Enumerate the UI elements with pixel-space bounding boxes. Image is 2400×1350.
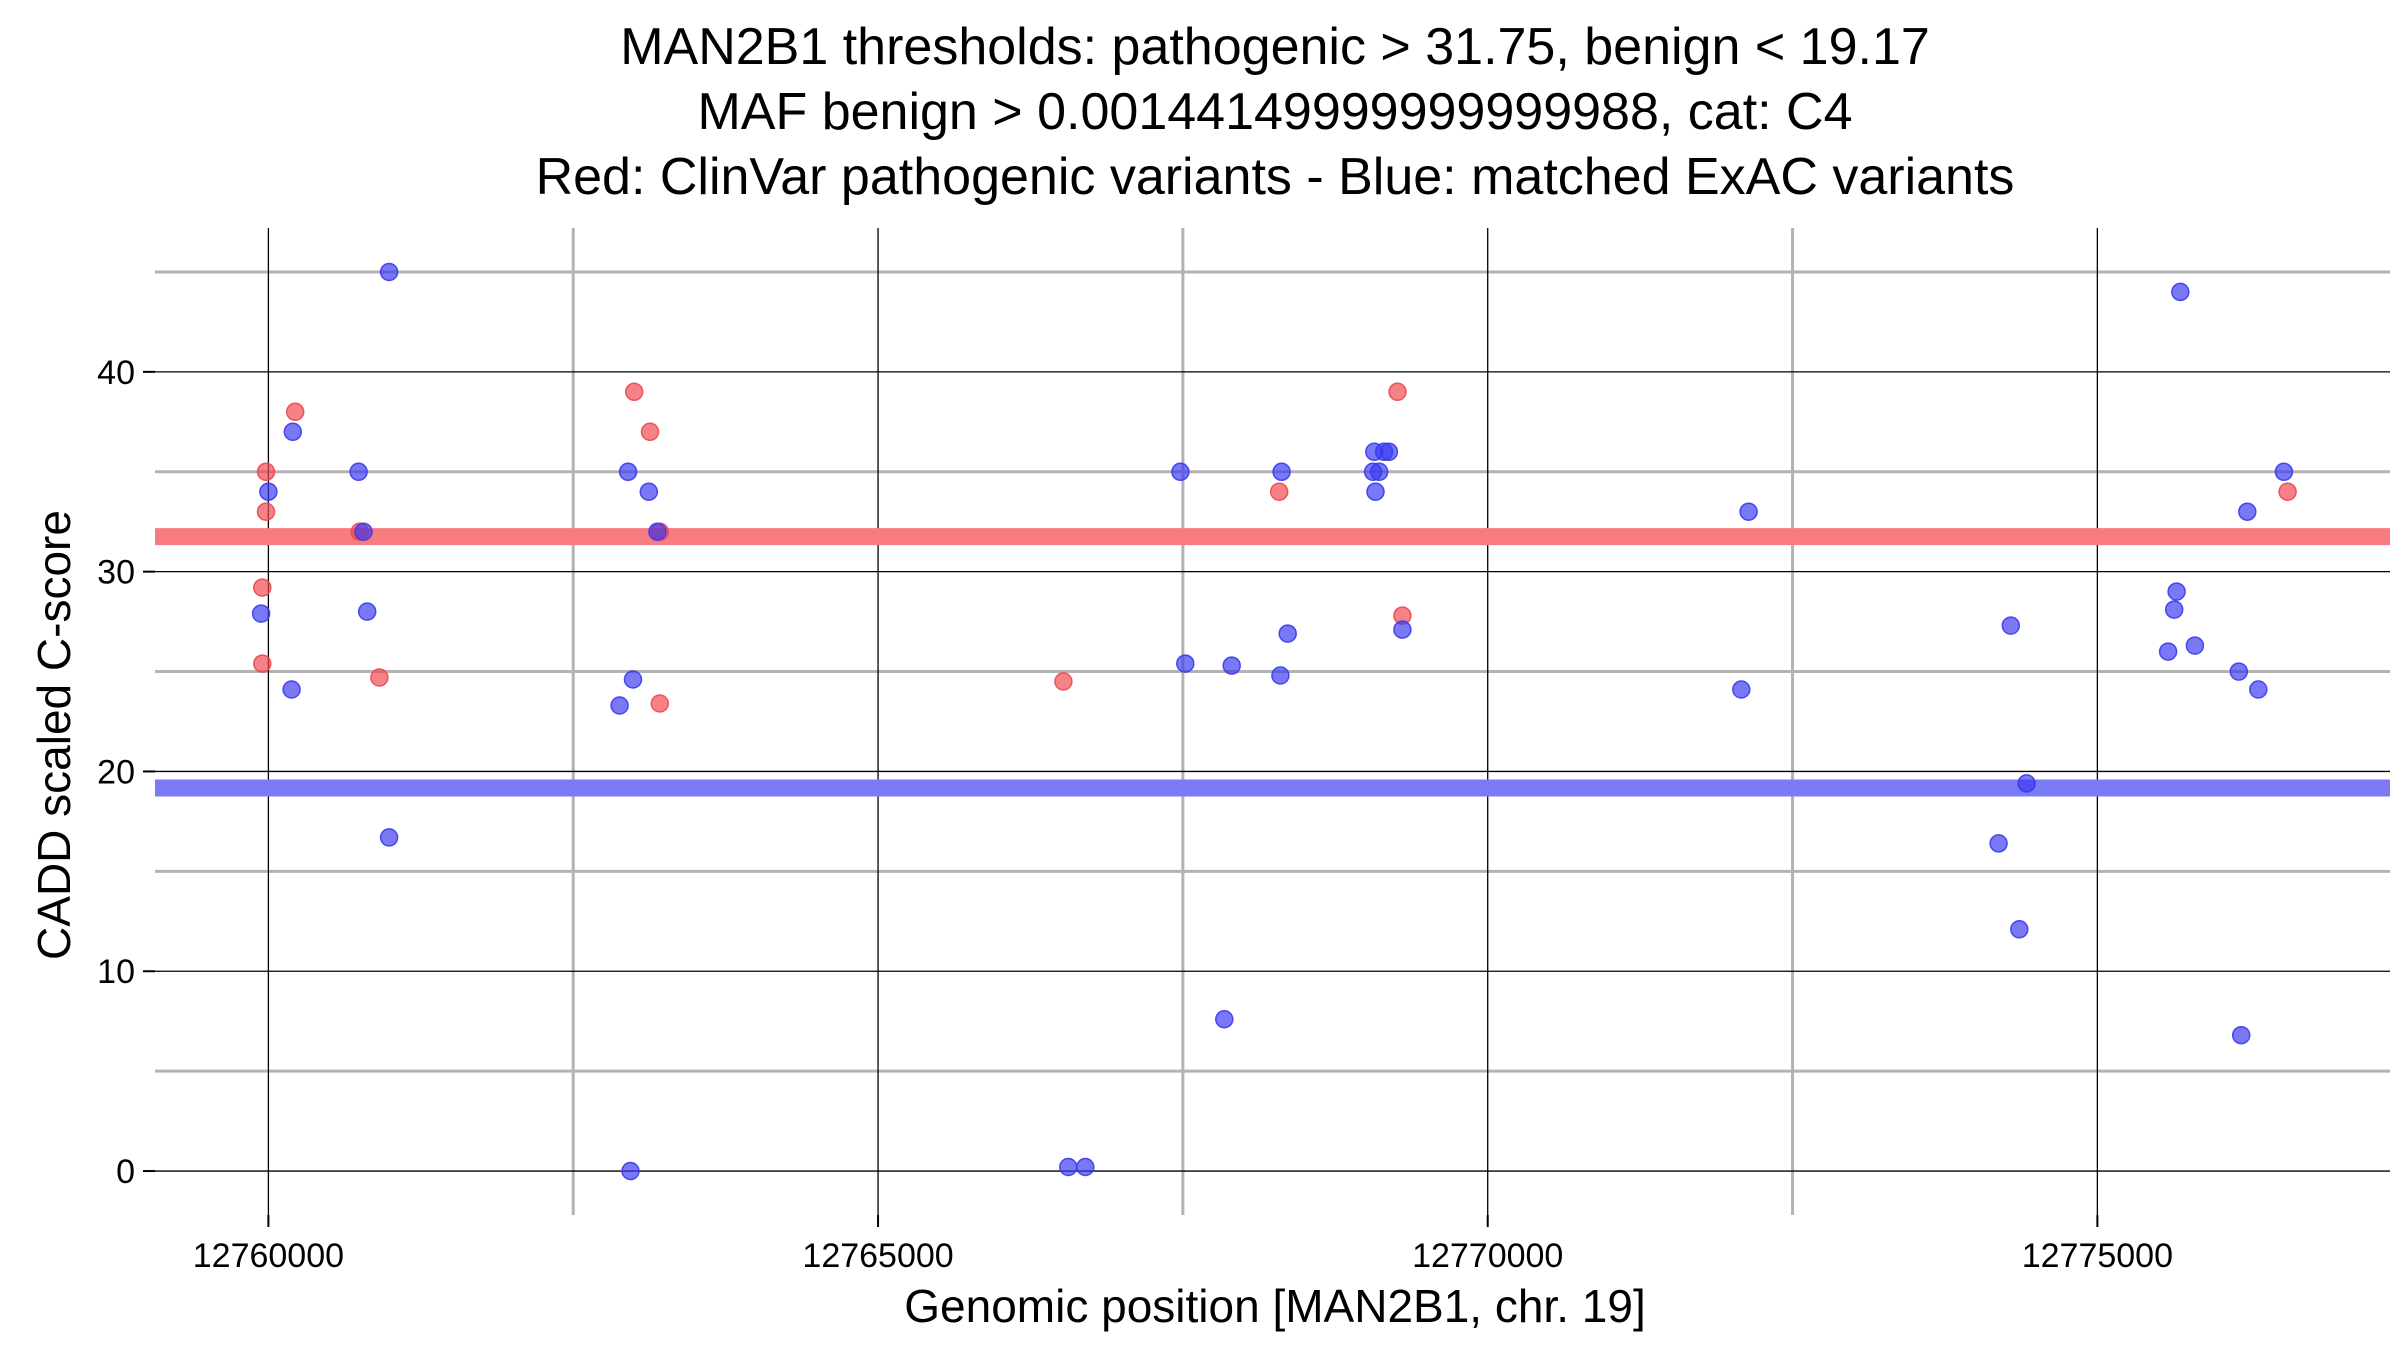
data-point-exac — [1272, 462, 1291, 482]
data-point-exac — [1369, 462, 1389, 482]
data-point-exac — [610, 696, 629, 715]
x-tick-label: 12770000 — [1412, 1237, 1563, 1275]
data-point-exac — [2164, 600, 2184, 619]
data-point-clinvar — [650, 694, 670, 713]
data-point-exac — [1222, 656, 1241, 675]
data-point-exac — [2229, 662, 2249, 681]
axis-ticks: 0 10 20 30 40 12760000 12765000 12770000 1277500… — [97, 354, 2173, 1275]
data-point-exac — [2238, 502, 2257, 521]
data-point-exac — [282, 680, 301, 699]
data-point-exac — [623, 670, 643, 689]
data-point-exac — [1739, 502, 1758, 521]
data-point-exac — [639, 482, 659, 501]
data-point-clinvar — [253, 654, 272, 673]
data-point-clinvar — [2278, 482, 2297, 501]
data-point-clinvar — [624, 382, 644, 402]
data-point-exac — [1059, 1157, 1078, 1177]
data-point-exac — [2171, 282, 2190, 302]
data-point-clinvar — [1269, 482, 1289, 501]
y-tick-label: 10 — [97, 953, 135, 991]
data-point-exac — [2167, 582, 2186, 601]
data-point-exac — [1379, 442, 1399, 462]
data-point-exac — [349, 462, 368, 482]
data-point-exac — [2017, 774, 2036, 793]
x-tick-label: 12775000 — [2022, 1237, 2173, 1275]
data-point-exac — [379, 828, 399, 847]
data-point-exac — [648, 522, 667, 541]
data-point-exac — [618, 462, 638, 482]
data-point-exac — [379, 262, 399, 282]
y-tick-label: 0 — [116, 1153, 135, 1191]
data-point-exac — [251, 604, 271, 623]
data-point-clinvar — [640, 422, 660, 442]
data-point-exac — [1215, 1009, 1234, 1029]
data-point-exac — [357, 602, 377, 621]
data-point-exac — [2010, 920, 2029, 939]
chart-title-line-1: MAN2B1 thresholds: pathogenic > 31.75, b… — [620, 18, 1930, 76]
data-point-exac — [1732, 680, 1751, 699]
data-point-exac — [2249, 680, 2268, 699]
x-tick-label: 12760000 — [193, 1237, 344, 1275]
series-exac — [251, 262, 2294, 1181]
y-axis-title: CADD scaled C-score — [28, 510, 80, 960]
data-point-clinvar — [256, 502, 276, 521]
data-point-exac — [283, 422, 303, 442]
chart-title: MAN2B1 thresholds: pathogenic > 31.75, b… — [536, 18, 2015, 206]
y-tick-label: 30 — [97, 554, 135, 592]
data-point-exac — [2185, 636, 2205, 655]
data-point-exac — [2158, 642, 2178, 661]
y-tick-label: 40 — [97, 354, 135, 392]
data-point-exac — [1989, 834, 2008, 853]
y-tick-label: 20 — [97, 753, 135, 791]
chart-title-line-3: Red: ClinVar pathogenic variants - Blue:… — [536, 148, 2015, 206]
x-axis-title: Genomic position [MAN2B1, chr. 19] — [904, 1280, 1645, 1332]
x-tick-label: 12765000 — [802, 1237, 953, 1275]
data-point-exac — [259, 482, 278, 501]
data-point-exac — [2231, 1025, 2251, 1045]
data-point-clinvar — [285, 402, 305, 422]
data-points — [251, 262, 2297, 1181]
data-point-clinvar — [256, 462, 276, 482]
data-point-exac — [1271, 666, 1290, 685]
data-point-exac — [1171, 462, 1190, 482]
data-point-exac — [354, 522, 373, 541]
data-point-clinvar — [1388, 382, 1407, 402]
data-point-exac — [2274, 462, 2294, 482]
data-point-exac — [1176, 654, 1195, 673]
data-point-clinvar — [253, 578, 272, 597]
threshold-lines — [155, 528, 2390, 797]
data-point-exac — [621, 1161, 640, 1181]
chart-title-line-2: MAF benign > 0.00144149999999999988, cat… — [697, 83, 1852, 141]
data-point-clinvar — [1054, 672, 1073, 691]
data-point-exac — [1393, 620, 1412, 639]
data-point-exac — [1278, 624, 1297, 643]
data-point-exac — [1076, 1157, 1095, 1177]
data-point-exac — [1366, 482, 1385, 501]
data-point-clinvar — [370, 668, 389, 687]
data-point-exac — [2001, 616, 2021, 635]
